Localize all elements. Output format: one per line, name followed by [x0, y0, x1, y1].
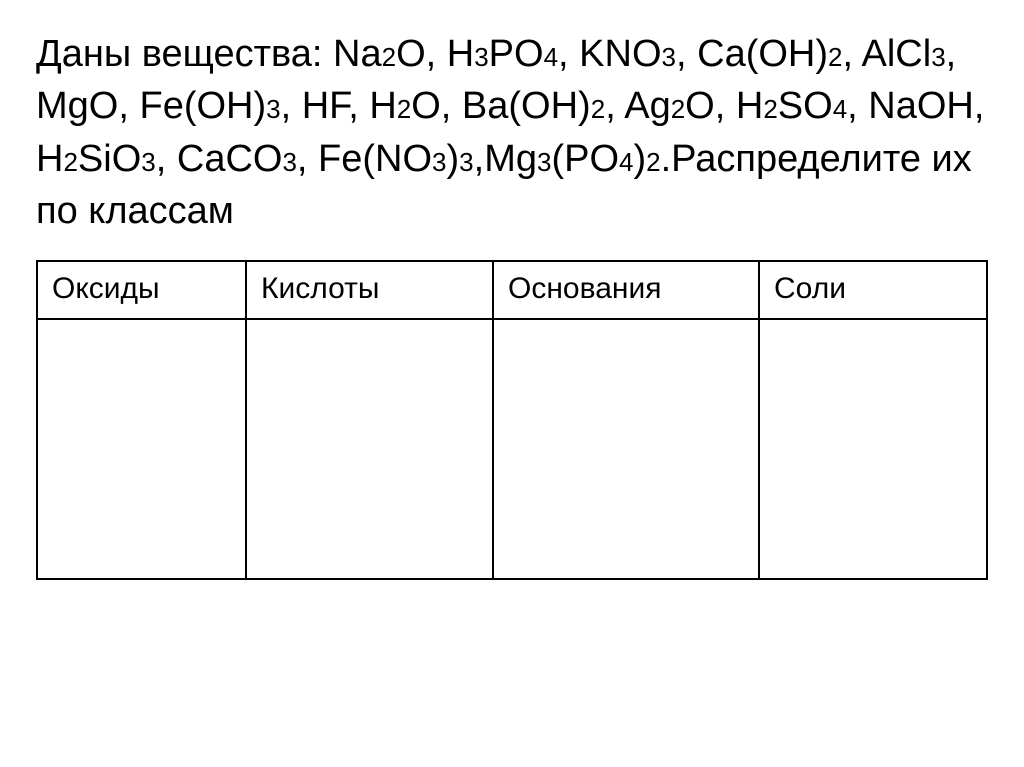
cell-acids [246, 319, 493, 579]
header-acids: Кислоты [246, 261, 493, 319]
table-header-row: Оксиды Кислоты Основания Соли [37, 261, 987, 319]
classification-table: Оксиды Кислоты Основания Соли [36, 260, 988, 580]
cell-oxides [37, 319, 246, 579]
cell-bases [493, 319, 759, 579]
cell-salts [759, 319, 987, 579]
task-heading: Даны вещества: Na2O, H3PO4, KNO3, Ca(OH)… [36, 28, 988, 238]
header-oxides: Оксиды [37, 261, 246, 319]
header-salts: Соли [759, 261, 987, 319]
table-row [37, 319, 987, 579]
header-bases: Основания [493, 261, 759, 319]
